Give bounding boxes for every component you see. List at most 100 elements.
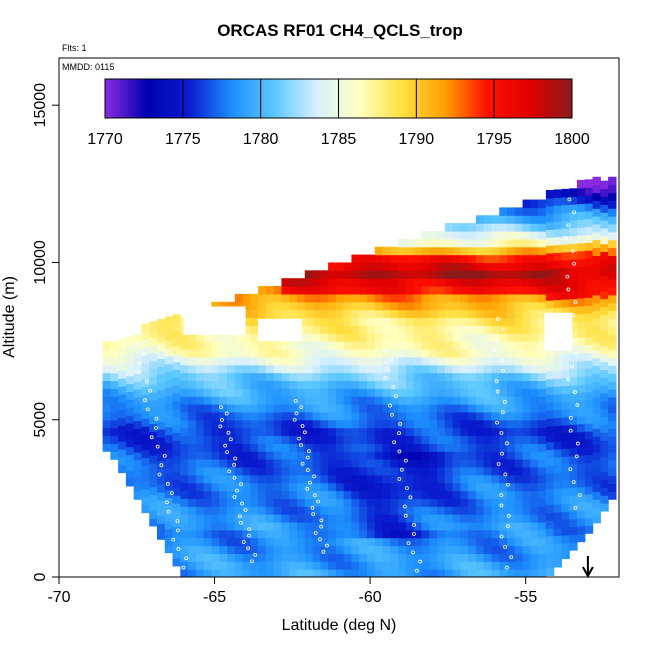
heatmap-cell bbox=[514, 317, 524, 326]
heatmap-cell bbox=[157, 444, 166, 454]
heatmap-cell bbox=[172, 542, 181, 551]
sample-point bbox=[393, 394, 398, 399]
heatmap-cell bbox=[359, 380, 368, 389]
sample-point bbox=[292, 417, 297, 422]
heatmap-cell bbox=[530, 301, 539, 311]
heatmap-cell bbox=[413, 238, 423, 248]
heatmap-cell bbox=[312, 435, 321, 444]
heatmap-cell bbox=[304, 309, 314, 319]
sample-point bbox=[568, 467, 573, 472]
heatmap-cell bbox=[188, 356, 197, 366]
heatmap-cell bbox=[398, 443, 407, 452]
heatmap-cell bbox=[320, 521, 329, 531]
heatmap-cell bbox=[460, 553, 469, 562]
heatmap-cell bbox=[507, 443, 516, 452]
sample-point bbox=[184, 556, 189, 561]
heatmap-cell bbox=[258, 411, 267, 421]
heatmap-cell bbox=[577, 462, 586, 472]
heatmap-cell bbox=[328, 435, 337, 444]
heatmap-cell bbox=[203, 482, 213, 492]
heatmap-cell bbox=[289, 561, 298, 570]
heatmap-cell bbox=[405, 411, 415, 421]
heatmap-cell bbox=[444, 514, 454, 523]
heatmap-cell bbox=[141, 457, 150, 466]
heatmap-cell bbox=[164, 332, 174, 341]
heatmap-cell bbox=[421, 474, 430, 484]
heatmap-cell bbox=[491, 254, 500, 264]
heatmap-cell bbox=[405, 317, 415, 326]
heatmap-cell bbox=[320, 435, 329, 444]
heatmap-cell bbox=[102, 372, 111, 382]
heatmap-cell bbox=[429, 380, 438, 389]
heatmap-cell bbox=[125, 407, 135, 416]
heatmap-cell bbox=[421, 427, 430, 437]
heatmap-cell bbox=[281, 553, 290, 562]
sample-point bbox=[165, 500, 169, 505]
heatmap-cell bbox=[538, 561, 547, 570]
heatmap-cell bbox=[421, 270, 430, 279]
heatmap-cell bbox=[359, 348, 368, 358]
heatmap-cell bbox=[522, 435, 531, 444]
heatmap-cell bbox=[133, 341, 143, 351]
heatmap-cell bbox=[374, 451, 384, 460]
heatmap-cell bbox=[514, 498, 524, 507]
heatmap-cell bbox=[545, 300, 555, 309]
heatmap-cell bbox=[172, 557, 181, 567]
heatmap-cell bbox=[367, 490, 376, 499]
heatmap-cell bbox=[125, 470, 135, 479]
heatmap-cell bbox=[530, 569, 539, 577]
heatmap-cell bbox=[203, 388, 213, 397]
heatmap-cell bbox=[545, 543, 555, 553]
heatmap-cell bbox=[507, 427, 516, 437]
heatmap-cell bbox=[538, 529, 547, 539]
heatmap-cell bbox=[553, 559, 563, 568]
heatmap-cell bbox=[227, 474, 236, 484]
heatmap-cell bbox=[234, 333, 244, 342]
heatmap-cell bbox=[382, 364, 391, 374]
heatmap-cell bbox=[203, 490, 213, 499]
heatmap-cell bbox=[180, 569, 189, 577]
heatmap-cell bbox=[304, 364, 314, 374]
heatmap-cell bbox=[382, 411, 391, 421]
heatmap-cell bbox=[398, 262, 407, 271]
heatmap-cell bbox=[608, 459, 617, 469]
heatmap-cell bbox=[530, 435, 539, 444]
heatmap-cell bbox=[561, 251, 570, 261]
heatmap-cell bbox=[289, 435, 298, 444]
heatmap-cell bbox=[164, 355, 174, 365]
heatmap-cell bbox=[234, 435, 244, 444]
x-tick-label: -70 bbox=[47, 589, 70, 606]
heatmap-cell bbox=[413, 435, 423, 444]
heatmap-cell bbox=[413, 246, 423, 256]
heatmap-cell bbox=[234, 451, 244, 460]
heatmap-cell bbox=[468, 443, 477, 452]
heatmap-cell bbox=[374, 404, 384, 413]
heatmap-cell bbox=[429, 459, 438, 468]
heatmap-cell bbox=[483, 356, 493, 366]
heatmap-cell bbox=[584, 328, 594, 338]
heatmap-cell bbox=[164, 521, 174, 530]
heatmap-cell bbox=[499, 427, 508, 437]
heatmap-cell bbox=[359, 521, 368, 531]
heatmap-cell bbox=[429, 293, 438, 303]
sample-point bbox=[302, 430, 307, 435]
heatmap-cell bbox=[195, 561, 205, 570]
heatmap-cell bbox=[452, 411, 461, 421]
heatmap-cell bbox=[289, 443, 298, 452]
heatmap-cell bbox=[180, 545, 189, 555]
heatmap-cell bbox=[405, 521, 415, 531]
heatmap-cell bbox=[297, 474, 306, 484]
heatmap-cell bbox=[577, 407, 586, 417]
heatmap-cell bbox=[584, 257, 594, 267]
heatmap-cell bbox=[374, 286, 384, 295]
sample-point bbox=[311, 512, 316, 516]
heatmap-cell bbox=[545, 362, 555, 372]
heatmap-cell bbox=[367, 333, 376, 342]
heatmap-cell bbox=[297, 514, 306, 523]
heatmap-cell bbox=[390, 262, 399, 271]
heatmap-cell bbox=[584, 525, 594, 534]
heatmap-cell bbox=[234, 529, 244, 539]
heatmap-cell bbox=[421, 545, 430, 555]
heatmap-cell bbox=[234, 364, 244, 374]
heatmap-cell bbox=[203, 380, 213, 389]
